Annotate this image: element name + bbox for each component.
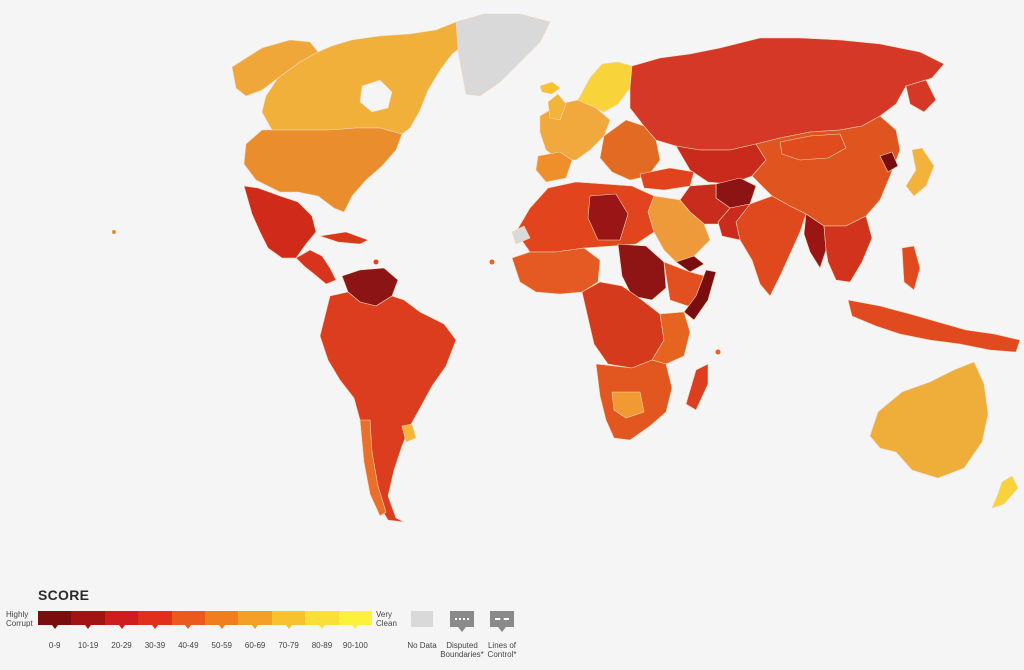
legend-tick-label: 70-79 xyxy=(278,641,299,650)
legend-swatch-40-49 xyxy=(171,611,206,629)
no-data-swatch xyxy=(411,611,433,627)
region-kamchatka[interactable] xyxy=(905,79,937,113)
region-caribbean[interactable] xyxy=(319,231,369,245)
region-north-africa[interactable] xyxy=(515,181,655,253)
region-southeast-asia[interactable] xyxy=(823,215,873,283)
legend-tick-label: 10-19 xyxy=(77,641,99,650)
region-libya[interactable] xyxy=(587,193,629,241)
lines-label-line1: Lines of xyxy=(487,641,517,650)
region-north-korea[interactable] xyxy=(879,151,899,173)
legend-swatch-80-89 xyxy=(305,611,339,629)
disputed-boundaries-label: Disputed Boundaries* xyxy=(436,641,488,659)
region-western-sahara[interactable] xyxy=(511,225,531,245)
region-uk[interactable] xyxy=(547,93,567,121)
legend-swatch-10-19 xyxy=(71,611,105,629)
legend-tick-label: 0-9 xyxy=(48,641,61,650)
legend-swatch-pointer xyxy=(218,625,225,629)
region-new-zealand[interactable] xyxy=(991,475,1019,509)
no-data-label: No Data xyxy=(407,641,437,650)
legend-right-label-line1: Very xyxy=(376,610,393,619)
legend-swatch-0-9 xyxy=(38,611,72,629)
disputed-arrow-icon xyxy=(458,627,466,632)
region-island-atlantic[interactable] xyxy=(489,259,495,265)
disputed-label-line2: Boundaries* xyxy=(440,650,484,659)
region-canada[interactable] xyxy=(261,17,487,135)
legend-tick-label: 50-59 xyxy=(211,641,232,650)
region-island-pacific[interactable] xyxy=(112,230,116,234)
region-greenland[interactable] xyxy=(455,13,551,97)
legend-tick-label: 30-39 xyxy=(144,641,166,650)
region-mongolia[interactable] xyxy=(779,133,847,161)
legend-swatch-pointer xyxy=(51,625,58,629)
region-south-america[interactable] xyxy=(319,291,457,523)
legend-color-scale xyxy=(38,611,373,629)
legend-right-label: Very Clean xyxy=(376,610,397,628)
disputed-label-line1: Disputed xyxy=(446,641,478,650)
legend-left-label: Highly Corrupt xyxy=(6,610,33,628)
legend-right-label-line2: Clean xyxy=(376,619,397,628)
legend-left-label-line2: Corrupt xyxy=(6,619,33,628)
region-chile[interactable] xyxy=(359,419,387,517)
legend-tick-label: 40-49 xyxy=(178,641,199,650)
region-yemen[interactable] xyxy=(675,255,705,273)
region-west-africa[interactable] xyxy=(511,247,601,295)
legend-tick-label: 80-89 xyxy=(311,641,333,650)
legend-title: SCORE xyxy=(38,587,90,603)
legend-swatch-pointer xyxy=(185,625,192,629)
legend-swatch-pointer xyxy=(118,625,125,629)
region-eastern-europe[interactable] xyxy=(599,119,661,181)
legend-swatch-90-100 xyxy=(338,611,373,629)
region-iberia[interactable] xyxy=(535,151,573,183)
legend-tick-label: 20-29 xyxy=(111,641,132,650)
region-indonesia[interactable] xyxy=(847,299,1021,353)
legend-swatch-50-59 xyxy=(205,611,239,629)
legend-swatch-20-29 xyxy=(104,611,139,629)
legend-swatch-pointer xyxy=(151,625,158,629)
legend-swatch-pointer xyxy=(318,625,325,629)
legend-swatch-pointer xyxy=(85,625,92,629)
region-botswana[interactable] xyxy=(611,391,645,419)
region-mexico[interactable] xyxy=(243,185,317,259)
region-east-africa[interactable] xyxy=(651,311,691,365)
disputed-boundaries-swatch xyxy=(450,611,474,627)
region-usa[interactable] xyxy=(243,127,403,213)
region-pakistan[interactable] xyxy=(717,203,751,241)
region-somalia[interactable] xyxy=(683,269,717,321)
legend-tick-label: 90-100 xyxy=(342,641,368,650)
region-uruguay[interactable] xyxy=(401,423,417,443)
region-japan[interactable] xyxy=(905,147,935,197)
region-madagascar[interactable] xyxy=(685,363,709,411)
lines-arrow-icon xyxy=(498,627,506,632)
map-legend: SCORE Highly Corrupt Very Clean 0-9 10-19… xyxy=(0,580,560,670)
region-india[interactable] xyxy=(735,195,807,297)
region-iceland[interactable] xyxy=(539,81,561,95)
legend-left-label-line1: Highly xyxy=(6,610,29,619)
lines-label-line2: Control* xyxy=(487,650,517,659)
region-island-caribbean[interactable] xyxy=(373,259,379,265)
legend-swatch-pointer xyxy=(252,625,259,629)
legend-tick-label: 60-69 xyxy=(244,641,266,650)
legend-swatch-pointer xyxy=(352,625,359,629)
region-island-indian[interactable] xyxy=(715,349,721,355)
legend-swatch-pointer xyxy=(285,625,292,629)
region-australia[interactable] xyxy=(869,361,989,479)
region-central-america[interactable] xyxy=(295,249,337,285)
hudson-bay xyxy=(359,79,393,113)
lines-of-control-label: Lines of Control* xyxy=(480,641,524,659)
legend-ticks: 0-9 10-19 20-29 30-39 40-49 50-59 60-69 70-79 80… xyxy=(38,641,372,650)
legend-swatch-30-39 xyxy=(138,611,172,629)
legend-swatch-60-69 xyxy=(238,611,272,629)
region-sudan[interactable] xyxy=(617,243,667,301)
lines-of-control-swatch xyxy=(490,611,514,627)
legend-swatch-70-79 xyxy=(271,611,306,629)
region-philippines[interactable] xyxy=(901,245,921,291)
world-map xyxy=(112,13,1021,523)
